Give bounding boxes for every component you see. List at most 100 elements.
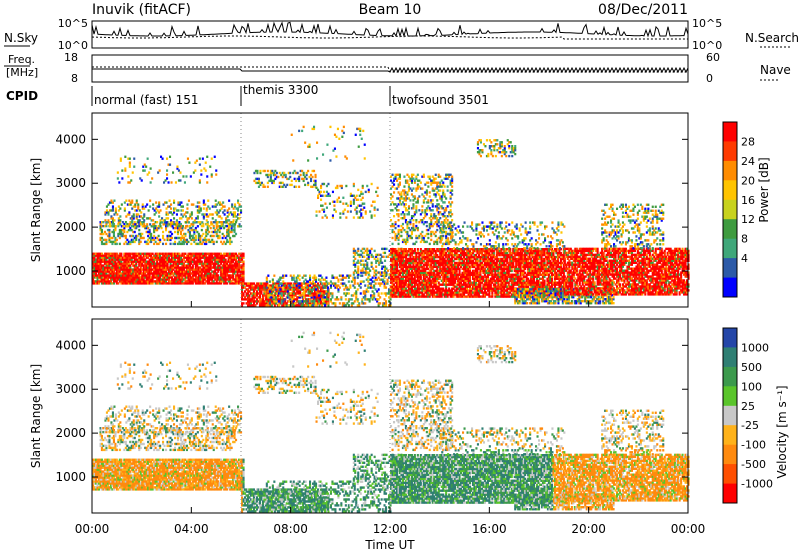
- power-cell-2132: [172, 225, 174, 227]
- power-cell-2972: [269, 290, 271, 292]
- power-cell-2358: [166, 177, 168, 179]
- beam-title: Beam 10: [359, 2, 422, 18]
- power-cell-3379: [381, 292, 383, 294]
- power-cell-3073: [299, 279, 301, 281]
- power-cell-3757: [369, 270, 371, 272]
- power-cell-2396: [206, 175, 208, 177]
- power-cell-2235: [215, 219, 217, 221]
- power-cell-3572: [323, 183, 325, 185]
- power-cell-1988: [115, 225, 117, 227]
- power-cell-1871: [213, 235, 215, 237]
- power-cell-3025: [284, 292, 286, 294]
- power-cell-2284: [231, 203, 233, 205]
- power-cell-3669: [371, 214, 373, 216]
- power-cell-2114: [166, 221, 168, 223]
- power-cell-2335: [130, 179, 132, 181]
- power-cell-1503: [105, 239, 107, 241]
- power-cell-3523: [303, 172, 305, 174]
- power-cell-3052: [293, 288, 295, 290]
- power-cell-3639: [357, 199, 359, 201]
- power-cell-3667: [369, 210, 371, 212]
- power-cell-1892: [219, 235, 221, 237]
- power-cell-3677: [375, 191, 377, 193]
- power-cell-1953: [235, 233, 237, 235]
- power-cell-3400: [385, 300, 387, 302]
- power-cell-3662: [365, 210, 367, 212]
- power-cell-2349: [150, 181, 152, 183]
- power-cell-3439: [258, 178, 260, 180]
- power-cell-2999: [278, 300, 280, 302]
- power-cell-2333: [129, 162, 131, 164]
- power-cell-2365: [169, 156, 171, 158]
- power-cell-1788: [190, 243, 192, 245]
- power-cell-2174: [186, 203, 188, 205]
- power-cell-2325: [124, 167, 126, 169]
- power-cell-2072: [146, 223, 148, 225]
- power-cell-3555: [319, 210, 321, 212]
- power-cell-3680: [377, 187, 379, 189]
- power-cell-3616: [350, 210, 352, 212]
- power-cell-1910: [223, 221, 225, 223]
- power-cell-3051: [293, 292, 295, 294]
- power-cell-3704: [357, 266, 359, 268]
- power-cell-3589: [332, 191, 334, 193]
- power-cell-3566: [322, 205, 324, 207]
- power-cell-2175: [188, 221, 190, 223]
- power-cell-3308: [361, 275, 363, 277]
- power-cell-1655: [150, 233, 152, 235]
- power-cell-2159: [180, 201, 182, 203]
- power-cell-2046: [137, 225, 139, 227]
- power-cell-3178: [327, 302, 329, 304]
- power-cell-3531: [307, 170, 309, 172]
- power-cell-2366: [171, 181, 173, 183]
- power-cell-3291: [357, 298, 359, 300]
- power-cell-1604: [134, 231, 136, 233]
- power-cell-1650: [149, 229, 151, 231]
- freq-tick-top: 18: [64, 51, 78, 64]
- power-cell-2390: [200, 169, 202, 171]
- power-cell-1489: [101, 229, 103, 231]
- power-cell-3723: [362, 260, 364, 262]
- station-title: Inuvik (fitACF): [92, 2, 191, 18]
- power-cell-2386: [199, 179, 201, 181]
- power-cell-3546: [315, 180, 317, 182]
- power-cell-3216: [337, 298, 339, 300]
- power-cell-3006: [279, 288, 281, 290]
- power-cell-3548: [315, 174, 317, 176]
- power-cell-3633: [356, 210, 358, 212]
- power-cell-3179: [327, 298, 329, 300]
- power-cell-3177: [325, 277, 327, 279]
- power-cell-2388: [199, 158, 201, 160]
- power-cell-3477: [277, 176, 279, 178]
- power-cell-3435: [256, 170, 258, 172]
- power-cell-2306: [237, 200, 239, 202]
- cpid-mode-normal: normal (fast) 151: [94, 93, 198, 107]
- power-cell-2163: [182, 205, 184, 207]
- power-cell-3375: [379, 296, 381, 298]
- power-cell-3564: [322, 216, 324, 218]
- power-cell-2986: [273, 275, 275, 277]
- power-cell-3610: [344, 209, 346, 211]
- date-title: 08/Dec/2011: [598, 2, 688, 18]
- power-cell-2229: [210, 221, 212, 223]
- power-cell-3658: [362, 185, 364, 187]
- power-cell-3605: [341, 185, 343, 187]
- power-cell-3512: [298, 186, 300, 188]
- power-cell-3108: [309, 304, 311, 306]
- power-cell-3796: [381, 262, 383, 264]
- power-cell-1549: [119, 243, 121, 245]
- power-cell-3600: [339, 216, 341, 218]
- power-cell-3359: [375, 282, 377, 284]
- power-cell-1874: [213, 225, 215, 227]
- cpid-mode-twofsound: twofsound 3501: [392, 93, 489, 107]
- power-cell-3762: [371, 262, 373, 264]
- power-cell-3494: [286, 184, 288, 186]
- power-cell-3511: [297, 172, 299, 174]
- power-cell-1714: [171, 237, 173, 239]
- power-cell-2218: [206, 219, 208, 221]
- power-cell-3670: [371, 205, 373, 207]
- power-cell-3255: [348, 304, 350, 306]
- power-cell-3613: [345, 185, 347, 187]
- power-cell-1836: [202, 233, 204, 235]
- power-cell-2326: [124, 156, 126, 158]
